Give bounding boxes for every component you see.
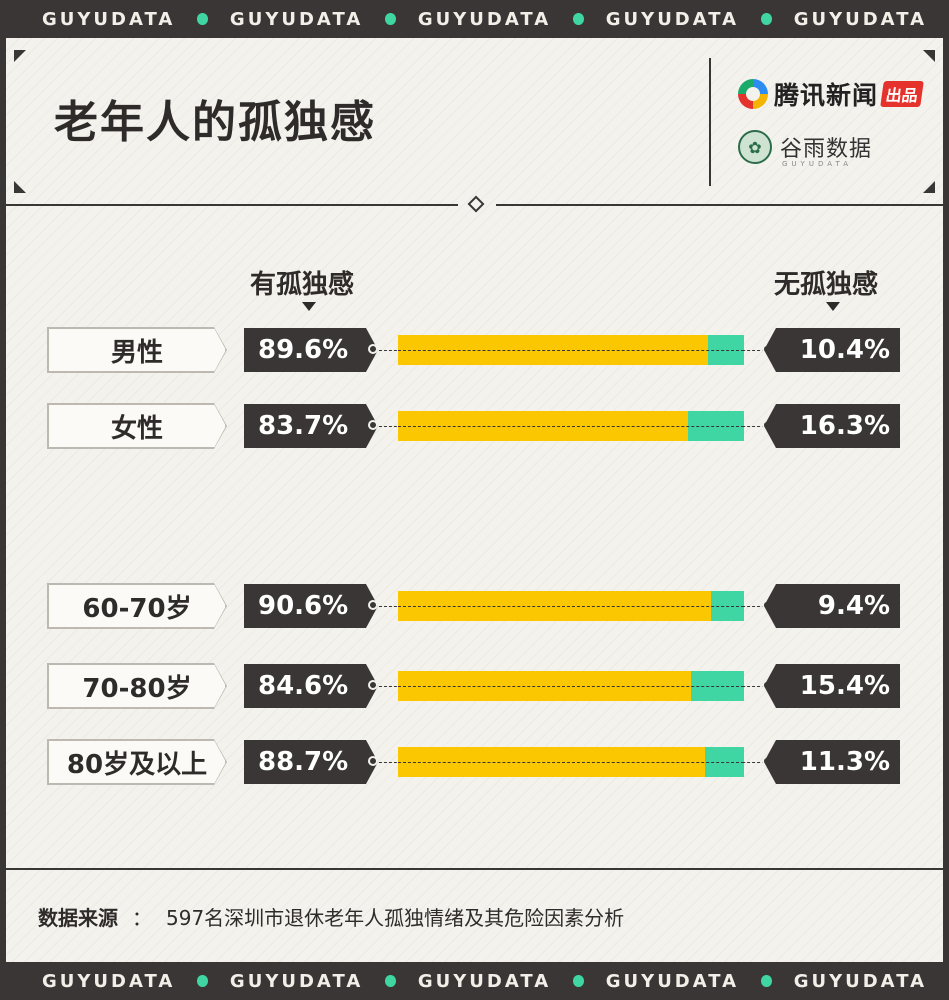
guyu-data-brand: ✿ 谷雨数据 GUYUDATA (738, 130, 873, 168)
ticker-dot-icon (761, 975, 772, 987)
connector-knob-icon (368, 420, 378, 430)
section-divider-right (496, 204, 943, 206)
brand-secondary-sub: GUYUDATA (782, 160, 852, 168)
brand-primary-name: 腾讯新闻 (774, 81, 879, 110)
not-lonely-percent-label: 15.4% (764, 664, 900, 708)
ticker-word: GUYUDATA (605, 970, 740, 992)
ticker-word: GUYUDATA (793, 8, 928, 30)
category-label: 60-70岁 (48, 584, 226, 628)
header-divider (709, 58, 711, 186)
ticker-word: GUYUDATA (605, 8, 740, 30)
brand-secondary-name: 谷雨数据 (780, 137, 873, 162)
section-divider-left (6, 204, 458, 206)
tencent-news-brand: 腾讯新闻 出品 (738, 76, 924, 112)
connector-knob-icon (368, 680, 378, 690)
not-lonely-percent-label: 11.3% (764, 740, 900, 784)
connector-line-over (398, 606, 744, 607)
not-lonely-percent-label: 16.3% (764, 404, 900, 448)
ticker-dot-icon (573, 13, 584, 25)
connector-line-over (398, 686, 744, 687)
legend-lonely-arrow-icon (302, 302, 316, 311)
category-label: 70-80岁 (48, 664, 226, 708)
connector-line-over (398, 350, 744, 351)
ticker-dot-icon (573, 975, 584, 987)
connector-knob-icon (368, 344, 378, 354)
not-lonely-percent-label: 9.4% (764, 584, 900, 628)
category-label: 男性 (48, 328, 226, 372)
lonely-percent-label: 84.6% (244, 664, 378, 708)
connector-line-over (398, 426, 744, 427)
ticker-dot-icon (197, 13, 208, 25)
footer-divider (6, 868, 943, 870)
ticker-word: GUYUDATA (417, 970, 552, 992)
corner-mark (923, 50, 935, 62)
bottom-ticker-banner: GUYUDATA GUYUDATA GUYUDATA GUYUDATA GUYUDATA (0, 962, 949, 1000)
corner-mark (923, 181, 935, 193)
source-label: 数据来源 (38, 906, 118, 930)
ticker-word: GUYUDATA (42, 8, 176, 30)
connector-knob-icon (368, 756, 378, 766)
ticker-word: GUYUDATA (417, 8, 552, 30)
ticker-word: GUYUDATA (793, 970, 928, 992)
legend-not-lonely-arrow-icon (826, 302, 840, 311)
corner-mark (14, 181, 26, 193)
lonely-percent-label: 89.6% (244, 328, 378, 372)
category-label: 80岁及以上 (48, 740, 226, 784)
ticker-word: GUYUDATA (229, 970, 364, 992)
diamond-icon (467, 195, 485, 213)
connector-line-over (398, 762, 744, 763)
category-label: 女性 (48, 404, 226, 448)
brand-primary-tag: 出品 (880, 81, 924, 107)
corner-mark (14, 50, 26, 62)
guyu-bird-logo-icon: ✿ (738, 130, 772, 164)
page-title: 老年人的孤独感 (54, 97, 376, 148)
infographic-card: 老年人的孤独感 腾讯新闻 出品 ✿ 谷雨数据 GUYUDATA 有孤独感 无孤独… (6, 38, 943, 962)
data-source: 数据来源 ： 597名深圳市退休老年人孤独情绪及其危险因素分析 (38, 902, 624, 931)
connector-knob-icon (368, 600, 378, 610)
lonely-percent-label: 83.7% (244, 404, 378, 448)
legend-lonely: 有孤独感 (250, 270, 355, 300)
lonely-percent-label: 90.6% (244, 584, 378, 628)
source-separator: ： (132, 906, 152, 930)
ticker-dot-icon (197, 975, 208, 987)
ticker-word: GUYUDATA (229, 8, 364, 30)
ticker-dot-icon (761, 13, 772, 25)
top-ticker-banner: GUYUDATA GUYUDATA GUYUDATA GUYUDATA GUYUDATA (0, 0, 949, 38)
tencent-news-logo-icon (738, 79, 768, 109)
ticker-dot-icon (385, 13, 396, 25)
legend-not-lonely: 无孤独感 (774, 270, 879, 300)
ticker-dot-icon (385, 975, 396, 987)
ticker-word: GUYUDATA (42, 970, 176, 992)
not-lonely-percent-label: 10.4% (764, 328, 900, 372)
lonely-percent-label: 88.7% (244, 740, 378, 784)
source-text: 597名深圳市退休老年人孤独情绪及其危险因素分析 (166, 906, 625, 930)
